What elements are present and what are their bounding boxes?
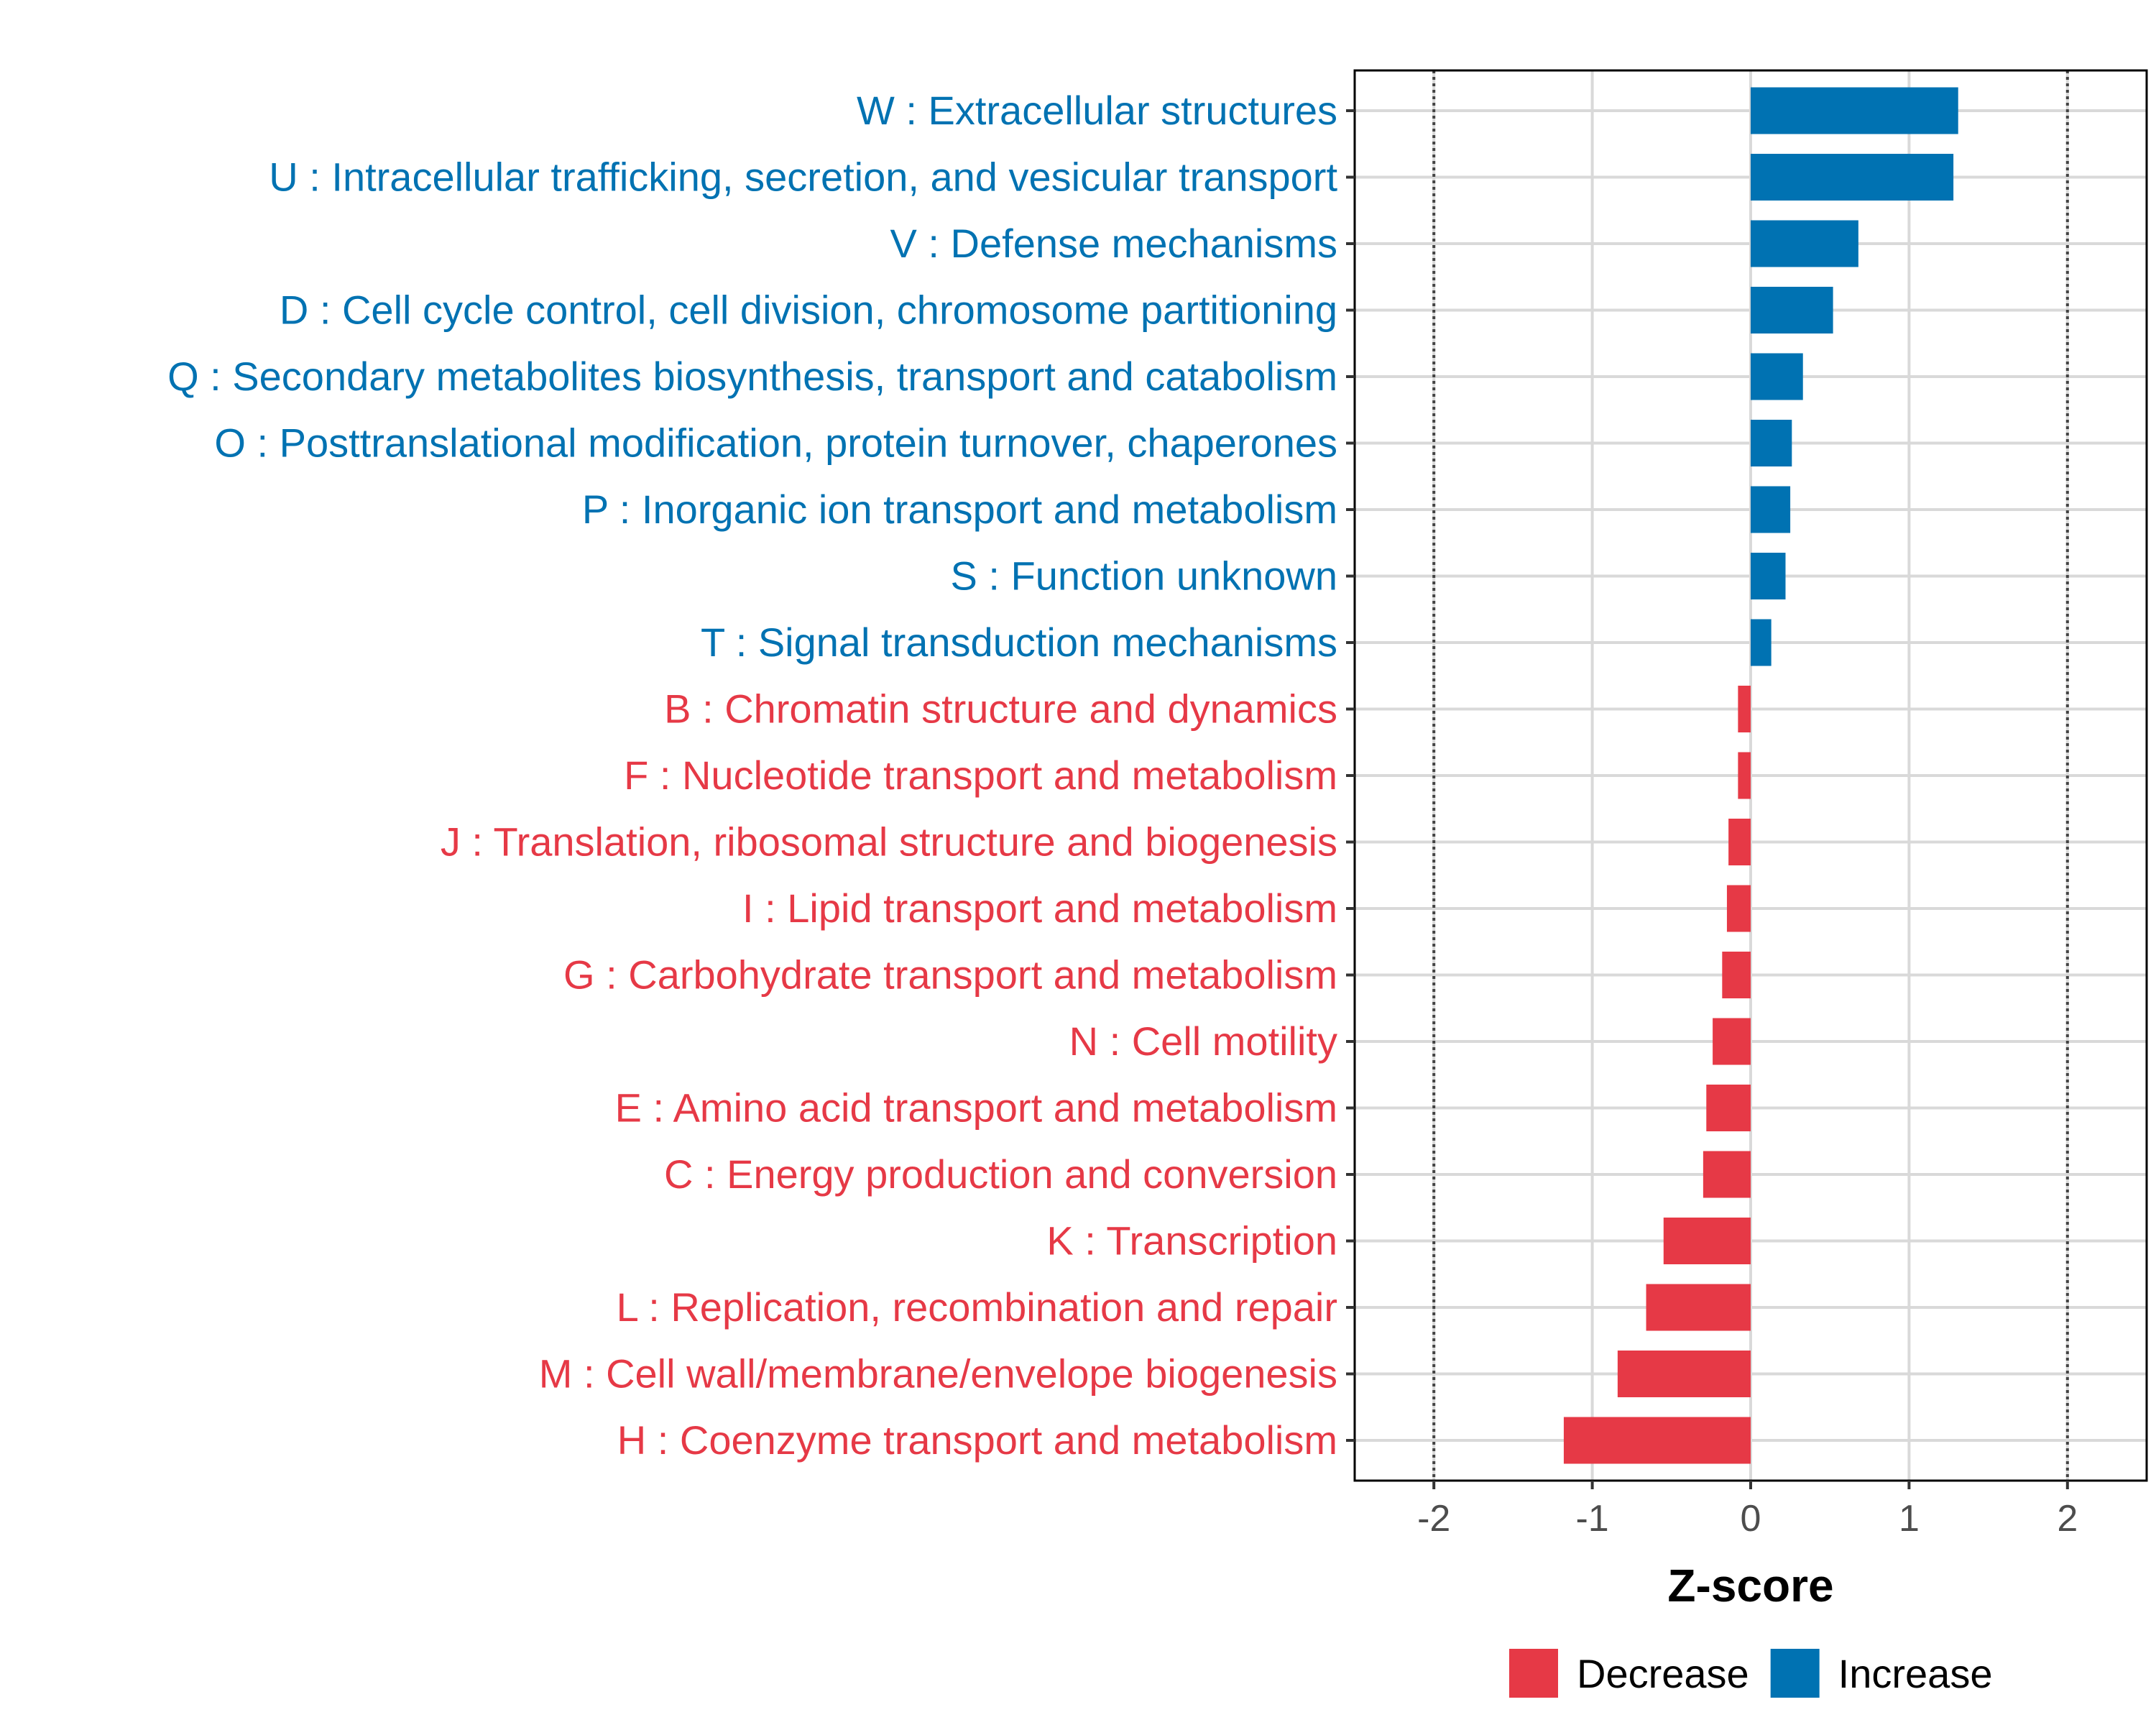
x-tick-label: -1 <box>1575 1498 1608 1540</box>
bar <box>1563 1417 1751 1464</box>
bar <box>1751 220 1858 267</box>
bar <box>1751 353 1803 400</box>
category-label: B : Chromatin structure and dynamics <box>664 686 1337 732</box>
bar <box>1751 154 1954 201</box>
category-label: F : Nucleotide transport and metabolism <box>624 753 1337 798</box>
legend-swatch <box>1509 1649 1558 1698</box>
category-label: V : Defense mechanisms <box>890 221 1337 266</box>
category-label: Q : Secondary metabolites biosynthesis, … <box>167 354 1337 399</box>
bar <box>1751 619 1772 666</box>
x-axis: -2 -1 0 1 2 <box>1417 1481 2078 1540</box>
y-axis: W : Extracellular structures U : Intracel… <box>167 88 1355 1463</box>
bar <box>1713 1018 1751 1065</box>
category-label: S : Function unknown <box>950 553 1337 599</box>
x-tick-label: 0 <box>1741 1498 1761 1540</box>
x-tick-label: -2 <box>1417 1498 1450 1540</box>
category-label: L : Replication, recombination and repai… <box>617 1284 1337 1330</box>
bar <box>1646 1284 1751 1331</box>
bar <box>1722 952 1751 998</box>
bar <box>1751 553 1786 599</box>
category-label: I : Lipid transport and metabolism <box>742 886 1337 931</box>
bar <box>1706 1085 1751 1131</box>
bar <box>1751 287 1833 334</box>
bar <box>1726 885 1751 932</box>
bar <box>1738 686 1751 732</box>
category-label: E : Amino acid transport and metabolism <box>615 1085 1337 1131</box>
bar <box>1663 1218 1751 1264</box>
category-label: G : Carbohydrate transport and metabolis… <box>563 952 1337 998</box>
bar <box>1728 819 1751 865</box>
category-label: M : Cell wall/membrane/envelope biogenes… <box>539 1351 1337 1397</box>
category-label: J : Translation, ribosomal structure and… <box>441 819 1337 865</box>
category-label: D : Cell cycle control, cell division, c… <box>280 288 1337 333</box>
category-label: W : Extracellular structures <box>857 88 1337 133</box>
x-tick-label: 1 <box>1899 1498 1920 1540</box>
bar <box>1751 420 1792 466</box>
bar <box>1751 486 1791 533</box>
category-label: U : Intracellular trafficking, secretion… <box>269 155 1337 200</box>
bar <box>1617 1351 1751 1397</box>
legend: Decrease Increase <box>1509 1649 1992 1698</box>
x-axis-title: Z-score <box>1667 1560 1833 1611</box>
category-label: T : Signal transduction mechanisms <box>701 620 1337 665</box>
bar <box>1751 87 1958 134</box>
bar <box>1703 1151 1751 1198</box>
category-label: H : Coenzyme transport and metabolism <box>617 1417 1337 1463</box>
bars-layer <box>1563 87 1958 1464</box>
x-tick-label: 2 <box>2057 1498 2078 1540</box>
legend-label: Increase <box>1838 1651 1993 1696</box>
category-label: P : Inorganic ion transport and metaboli… <box>582 487 1337 532</box>
bar <box>1738 752 1751 799</box>
category-label: O : Posttranslational modification, prot… <box>214 420 1337 466</box>
legend-label: Decrease <box>1577 1651 1749 1696</box>
category-label: C : Energy production and conversion <box>664 1151 1337 1197</box>
category-label: K : Transcription <box>1046 1218 1337 1264</box>
legend-swatch <box>1770 1649 1820 1698</box>
reference-lines <box>1432 70 2069 1481</box>
category-label: N : Cell motility <box>1069 1018 1337 1064</box>
